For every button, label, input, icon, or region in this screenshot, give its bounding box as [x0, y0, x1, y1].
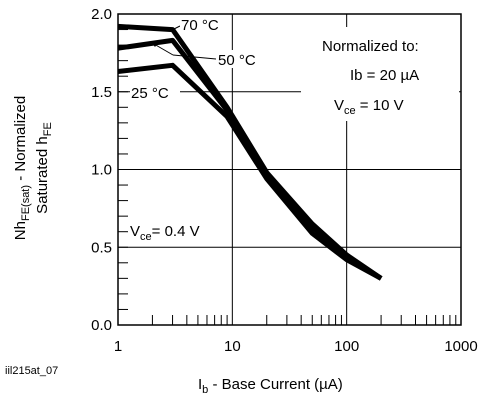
x-tick-label: 1 [114, 338, 122, 355]
series-50c-arrow-leader [153, 43, 174, 56]
y-tick-label: 1.5 [91, 84, 112, 101]
x-axis-title-subscript: b [202, 384, 208, 396]
ib-condition-label: Ib = 20 µA [350, 67, 419, 84]
y-tick-label: 1.0 [91, 162, 112, 179]
normalized-to-label: Normalized to: [322, 38, 419, 55]
x-tick-label: 1000 [444, 338, 477, 355]
series-25c-label: 25 °C [131, 85, 169, 102]
x-tick-label: 100 [334, 338, 359, 355]
y-axis-title-hfe-subscript: FE [42, 122, 54, 136]
y-axis-title-hfe: Saturated h [34, 136, 51, 214]
series-50c-label: 50 °C [218, 52, 256, 69]
series-70c-leader [169, 25, 181, 32]
series-25c-label-background [130, 84, 180, 102]
series-50c-leader [172, 54, 217, 60]
y-axis-title-line2: Saturated hFE [34, 122, 54, 214]
series-line-2 [117, 62, 383, 281]
plot-frame [117, 13, 462, 326]
series-70c-label: 70 °C [181, 17, 219, 34]
vce-normalized-subscript: ce [344, 105, 356, 117]
vce-normalized-label: Vce = 10 V [334, 97, 404, 117]
x-tick-label: 10 [224, 338, 241, 355]
series-50c-label-background [216, 50, 266, 68]
series-70c-label-background [180, 15, 230, 33]
x-tick-labels: 1 10 100 1000 [114, 338, 478, 355]
vce-normalized-symbol: V [334, 97, 344, 114]
vce-condition-subscript: ce [140, 231, 152, 243]
x-axis-title-text: - Base Current (µA) [208, 376, 343, 393]
y-tick-label: 0.0 [91, 317, 112, 334]
vce-normalized-value: = 10 V [356, 97, 404, 114]
y-tick-label: 0.5 [91, 239, 112, 256]
series-labels: 70 °C 50 °C 25 °C [130, 15, 266, 102]
y-axis-title-nh-subscript: FE(sat) [20, 185, 32, 221]
y-axis-title-line1: NhFE(sat) - Normalized [12, 96, 32, 240]
figure-id: iil215at_07 [5, 365, 58, 377]
x-axis-title: Ib - Base Current (µA) [198, 376, 343, 396]
x-axis-title-symbol: I [198, 376, 202, 393]
series-50c-arrow-head [151, 42, 158, 47]
vce-condition-value: = 0.4 V [152, 223, 200, 240]
vce-condition-background [128, 220, 230, 244]
vce-condition-symbol: V [130, 223, 140, 240]
y-tick-label: 2.0 [91, 6, 112, 23]
y-axis-title-nh: Nh [12, 221, 29, 240]
annotation-background [301, 27, 459, 121]
y-axis-title-normalized: - Normalized [12, 96, 29, 185]
vce-condition-label: Vce= 0.4 V [130, 223, 200, 243]
y-tick-labels: 0.0 0.5 1.0 1.5 2.0 [91, 6, 112, 334]
annotation-layer: Normalized to: Ib = 20 µA Vce = 10 V Vce… [128, 27, 459, 244]
